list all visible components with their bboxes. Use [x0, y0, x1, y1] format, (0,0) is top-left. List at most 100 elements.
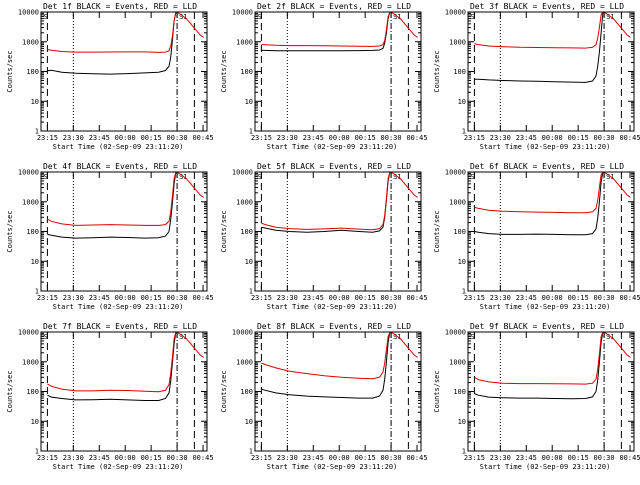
x-tick-label: 23:15 — [251, 454, 272, 462]
y-tick-label: 100 — [240, 388, 253, 396]
x-tick-label: 00:15 — [141, 134, 162, 142]
marker-label-s1: S1 — [393, 333, 401, 341]
plot-title: Det 9f BLACK = Events, RED = LLD — [470, 322, 624, 331]
x-axis-label: Start Time (02-Sep-09 23:11:20) — [480, 463, 611, 471]
y-tick-label: 1000 — [22, 198, 39, 206]
y-tick-label: 1000 — [449, 38, 466, 46]
y-tick-label: 10 — [458, 418, 466, 426]
lld-series-line — [261, 12, 418, 47]
x-axis-label: Start Time (02-Sep-09 23:11:20) — [480, 303, 611, 311]
lld-series-line — [474, 12, 631, 49]
x-tick-label: 23:15 — [37, 454, 58, 462]
marker-label-s1: S1 — [393, 13, 401, 21]
lld-series-line — [47, 172, 204, 226]
x-tick-label: 00:30 — [167, 134, 188, 142]
y-tick-label: 10000 — [232, 329, 253, 337]
y-tick-label: 1000 — [449, 198, 466, 206]
x-tick-label: 23:45 — [516, 294, 537, 302]
events-series-line — [474, 332, 604, 400]
x-axis-label: Start Time (02-Sep-09 23:11:20) — [53, 463, 184, 471]
x-tick-label: 00:00 — [542, 134, 563, 142]
y-tick-label: 1 — [462, 448, 466, 456]
detector-plot-6: Det 6f BLACK = Events, RED = LLD S S1 1 10 10… — [433, 162, 640, 311]
x-tick-label: 00:15 — [141, 454, 162, 462]
x-axis-label: Start Time (02-Sep-09 23:11:20) — [480, 143, 611, 151]
y-tick-label: 10 — [245, 98, 253, 106]
detector-plot-7: Det 7f BLACK = Events, RED = LLD S S1 1 10 10… — [6, 322, 214, 471]
x-tick-label: 23:45 — [89, 294, 110, 302]
marker-label-s: S — [257, 333, 261, 341]
y-axis-label: Counts/sec — [433, 210, 441, 252]
x-axis-label: Start Time (02-Sep-09 23:11:20) — [267, 463, 398, 471]
x-tick-label: 00:15 — [355, 134, 376, 142]
plot-title: Det 2f BLACK = Events, RED = LLD — [257, 2, 411, 11]
lld-series-line — [47, 332, 204, 393]
marker-label-s1: S1 — [606, 333, 614, 341]
x-tick-label: 23:30 — [490, 294, 511, 302]
y-tick-label: 10000 — [445, 169, 466, 177]
events-series-line — [261, 172, 391, 233]
plot-title: Det 1f BLACK = Events, RED = LLD — [43, 2, 197, 11]
y-axis-label: Counts/sec — [220, 50, 228, 92]
y-tick-label: 1 — [462, 128, 466, 136]
x-tick-label: 00:45 — [619, 134, 640, 142]
x-tick-label: 23:15 — [251, 294, 272, 302]
events-series-line — [47, 332, 177, 401]
plot-frame — [467, 11, 635, 132]
y-tick-label: 100 — [240, 68, 253, 76]
y-tick-label: 100 — [453, 388, 466, 396]
x-tick-label: 00:00 — [115, 134, 136, 142]
x-tick-label: 00:15 — [568, 294, 589, 302]
x-tick-label: 00:45 — [406, 294, 427, 302]
y-tick-label: 10000 — [445, 9, 466, 17]
x-tick-label: 00:00 — [329, 454, 350, 462]
x-tick-label: 23:30 — [277, 294, 298, 302]
marker-label-s1: S1 — [179, 13, 187, 21]
y-tick-label: 1000 — [449, 358, 466, 366]
detector-plot-1: Det 1f BLACK = Events, RED = LLD S S1 1 10 10… — [6, 2, 214, 151]
x-tick-label: 23:45 — [516, 134, 537, 142]
x-tick-label: 00:30 — [381, 134, 402, 142]
detector-plot-8: Det 8f BLACK = Events, RED = LLD S S1 1 10 10… — [220, 322, 428, 471]
x-tick-label: 23:30 — [490, 134, 511, 142]
x-tick-label: 00:45 — [619, 294, 640, 302]
plot-frame — [40, 331, 208, 452]
marker-label-s1: S1 — [606, 13, 614, 21]
x-tick-label: 23:15 — [464, 134, 485, 142]
x-tick-label: 23:30 — [490, 454, 511, 462]
y-axis-label: Counts/sec — [433, 370, 441, 412]
plot-title: Det 6f BLACK = Events, RED = LLD — [470, 162, 624, 171]
plot-title: Det 4f BLACK = Events, RED = LLD — [43, 162, 197, 171]
marker-label-s: S — [257, 13, 261, 21]
y-tick-label: 10000 — [18, 9, 39, 17]
x-tick-label: 23:15 — [37, 134, 58, 142]
y-tick-label: 10 — [31, 418, 39, 426]
x-tick-label: 23:45 — [89, 454, 110, 462]
y-tick-label: 10000 — [232, 9, 253, 17]
x-tick-label: 23:15 — [464, 294, 485, 302]
y-tick-label: 10 — [245, 418, 253, 426]
lld-series-line — [261, 332, 418, 380]
x-tick-label: 00:30 — [167, 454, 188, 462]
marker-label-s1: S1 — [179, 173, 187, 181]
y-axis-label: Counts/sec — [220, 370, 228, 412]
plot-frame — [40, 11, 208, 132]
x-tick-label: 23:15 — [464, 454, 485, 462]
x-tick-label: 00:15 — [141, 294, 162, 302]
x-tick-label: 00:45 — [406, 134, 427, 142]
x-tick-label: 23:45 — [516, 454, 537, 462]
y-tick-label: 1 — [462, 288, 466, 296]
y-tick-label: 1 — [35, 128, 39, 136]
y-tick-label: 100 — [453, 68, 466, 76]
x-tick-label: 23:15 — [37, 294, 58, 302]
x-tick-label: 23:45 — [303, 134, 324, 142]
x-tick-label: 00:00 — [329, 294, 350, 302]
x-tick-label: 00:45 — [619, 454, 640, 462]
y-tick-label: 100 — [240, 228, 253, 236]
events-series-line — [474, 12, 604, 83]
marker-label-s1: S1 — [179, 333, 187, 341]
x-axis-label: Start Time (02-Sep-09 23:11:20) — [53, 303, 184, 311]
y-axis-label: Counts/sec — [433, 50, 441, 92]
y-tick-label: 10 — [458, 258, 466, 266]
